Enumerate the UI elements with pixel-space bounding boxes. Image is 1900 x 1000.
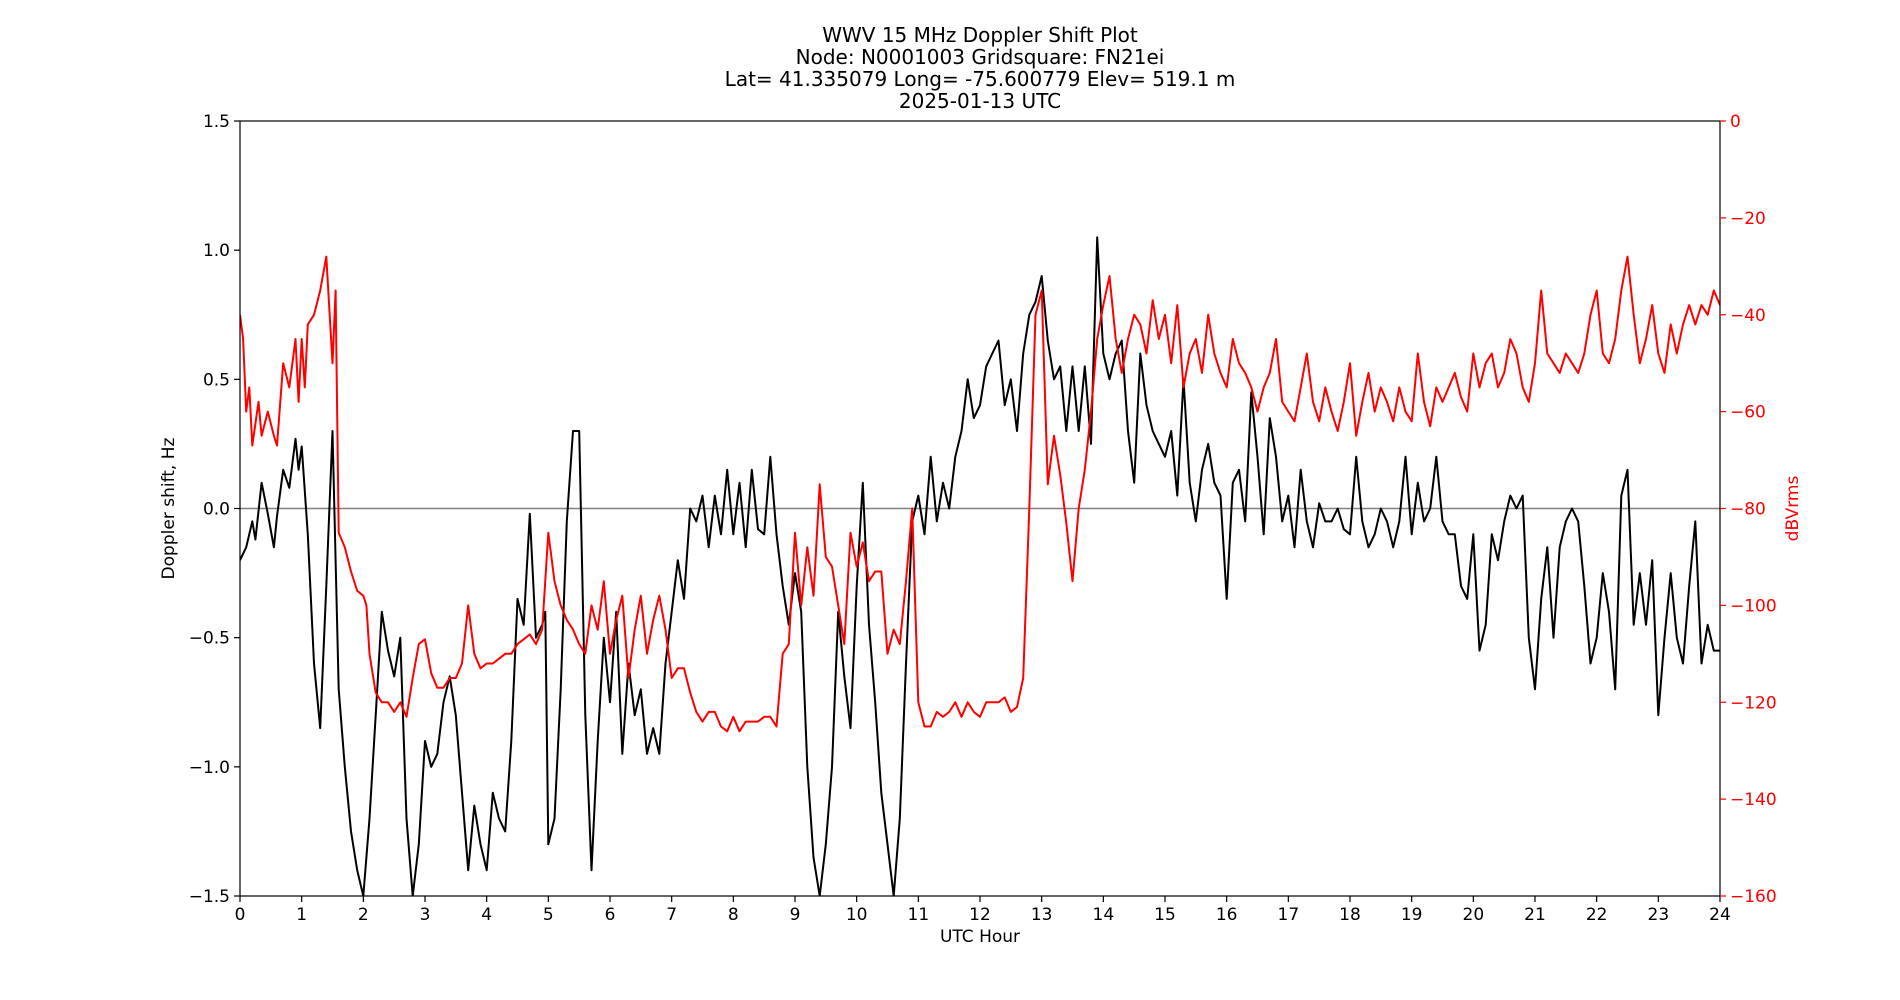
signal-power-series-line: [240, 255, 1720, 733]
x-tick-label: 0: [235, 905, 246, 925]
chart-title-line-2: Node: N0001003 Gridsquare: FN21ei: [796, 45, 1165, 69]
x-tick-label: 7: [666, 905, 677, 925]
y-right-tick-label: −140: [1730, 790, 1777, 810]
x-tick-label: 18: [1339, 905, 1361, 925]
chart-title-line-1: WWV 15 MHz Doppler Shift Plot: [822, 23, 1138, 47]
y-right-axis-label: dBVrms: [1783, 476, 1803, 542]
y-right-tick-label: −40: [1730, 306, 1766, 326]
x-tick-label: 5: [543, 905, 554, 925]
x-tick-label: 2: [358, 905, 369, 925]
x-tick-label: 16: [1216, 905, 1238, 925]
y-left-tick-label: −0.5: [189, 629, 230, 649]
chart-title-line-3: Lat= 41.335079 Long= -75.600779 Elev= 51…: [725, 67, 1236, 91]
y-left-tick-label: −1.5: [189, 887, 230, 907]
x-tick-label: 4: [481, 905, 492, 925]
y-left-tick-label: 0.0: [203, 500, 230, 520]
x-tick-label: 6: [605, 905, 616, 925]
x-tick-label: 21: [1524, 905, 1546, 925]
y-right-tick-label: −120: [1730, 693, 1777, 713]
y-right-tick-label: −160: [1730, 887, 1777, 907]
y-left-tick-label: −1.0: [189, 758, 230, 778]
y-left-tick-label: 1.5: [203, 112, 230, 132]
y-right-tick-label: −60: [1730, 403, 1766, 423]
y-right-tick-label: 0: [1730, 112, 1741, 132]
x-tick-label: 24: [1709, 905, 1731, 925]
y-right-tick-label: −20: [1730, 209, 1766, 229]
x-tick-label: 12: [969, 905, 991, 925]
x-tick-label: 22: [1586, 905, 1608, 925]
x-tick-label: 20: [1463, 905, 1485, 925]
x-tick-label: 3: [420, 905, 431, 925]
x-tick-label: 8: [728, 905, 739, 925]
x-tick-label: 10: [846, 905, 868, 925]
y-left-tick-label: 0.5: [203, 370, 230, 390]
x-tick-label: 9: [790, 905, 801, 925]
y-left-tick-label: 1.0: [203, 241, 230, 261]
x-tick-label: 23: [1648, 905, 1670, 925]
y-left-axis-label: Doppler shift, Hz: [159, 437, 179, 579]
x-tick-label: 1: [296, 905, 307, 925]
y-right-tick-label: −100: [1730, 596, 1777, 616]
x-tick-label: 13: [1031, 905, 1053, 925]
x-tick-label: 11: [908, 905, 930, 925]
x-tick-label: 17: [1278, 905, 1300, 925]
x-tick-label: 19: [1401, 905, 1423, 925]
doppler-shift-series-line: [240, 236, 1720, 896]
y-right-tick-label: −80: [1730, 500, 1766, 520]
chart-title-line-4: 2025-01-13 UTC: [899, 89, 1061, 113]
x-tick-label: 14: [1093, 905, 1115, 925]
x-axis-label: UTC Hour: [940, 927, 1020, 947]
x-tick-label: 15: [1154, 905, 1176, 925]
